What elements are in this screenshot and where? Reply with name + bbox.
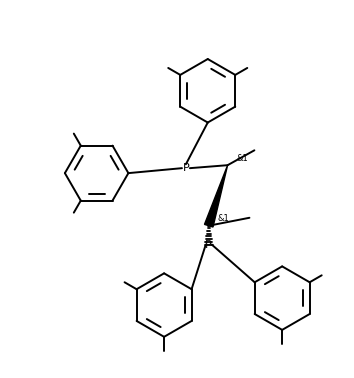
Text: P: P <box>205 240 212 249</box>
Text: &1: &1 <box>236 154 248 163</box>
Polygon shape <box>205 165 228 227</box>
Text: &1: &1 <box>218 214 229 223</box>
Text: P: P <box>183 163 189 173</box>
